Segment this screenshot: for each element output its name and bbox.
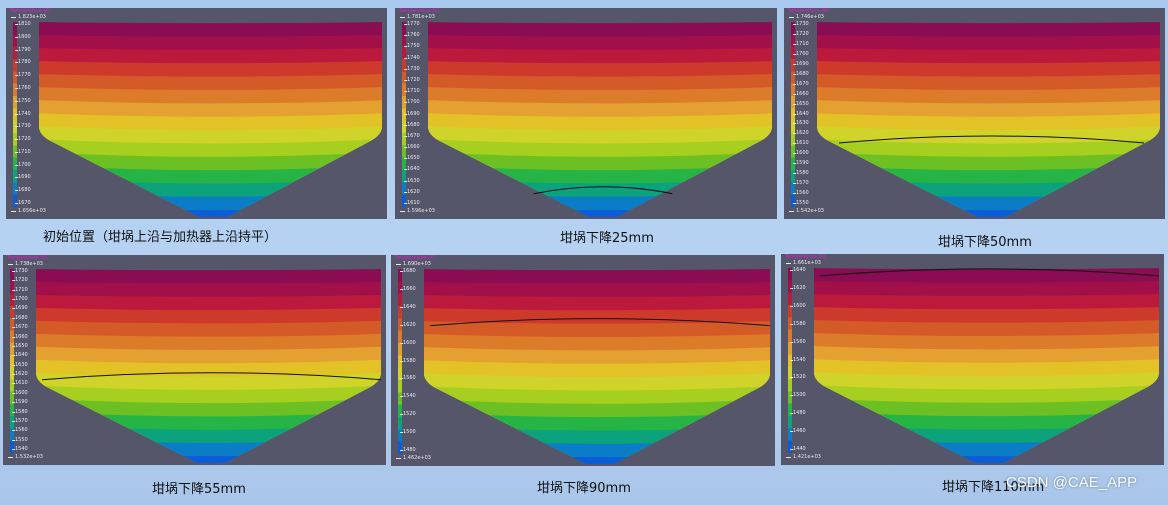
watermark-text: CSDN @CAE_APP [1006, 474, 1138, 491]
isotherm-line [41, 372, 382, 381]
panel-drop-90mm: Temperature (K) 1.690e+03 1680 1660 1640 1620… [391, 255, 775, 466]
panel-drop-50mm: Temperature (K) 1.746e+03 1730 1720 1710 1700… [784, 8, 1165, 219]
panel-drop-55mm: Temperature (K) 1.738e+03 1730 1720 1710 1700… [3, 255, 386, 465]
temperature-field [428, 22, 772, 217]
panel-drop-25mm: Temperature (K) 1.781e+03 1770 1760 1750 1740… [395, 8, 777, 219]
temperature-field [36, 269, 382, 463]
panel-drop-110mm: Temperature (K) 1.661e+03 1640 1620 1600 1580… [781, 254, 1164, 465]
temperature-field [39, 22, 382, 217]
isotherm-line [819, 268, 1160, 277]
caption-drop-50mm: 坩埚下降50mm [938, 235, 1032, 250]
isotherm-line [838, 135, 1145, 144]
caption-initial: 初始位置（坩埚上沿与加热器上沿持平） [43, 230, 278, 245]
temperature-field [814, 268, 1160, 463]
temperature-field [424, 269, 771, 464]
caption-drop-25mm: 坩埚下降25mm [560, 231, 654, 246]
panel-initial: Temperature (K) 1.823e+03 1810 1800 1790 1780… [6, 8, 387, 219]
isotherm-line [429, 318, 771, 327]
caption-drop-90mm: 坩埚下降90mm [537, 481, 631, 496]
temperature-field [817, 22, 1160, 217]
caption-drop-110mm: 坩埚下降110mm [942, 480, 1045, 495]
caption-drop-55mm: 坩埚下降55mm [152, 482, 246, 497]
isotherm-line [533, 186, 673, 195]
